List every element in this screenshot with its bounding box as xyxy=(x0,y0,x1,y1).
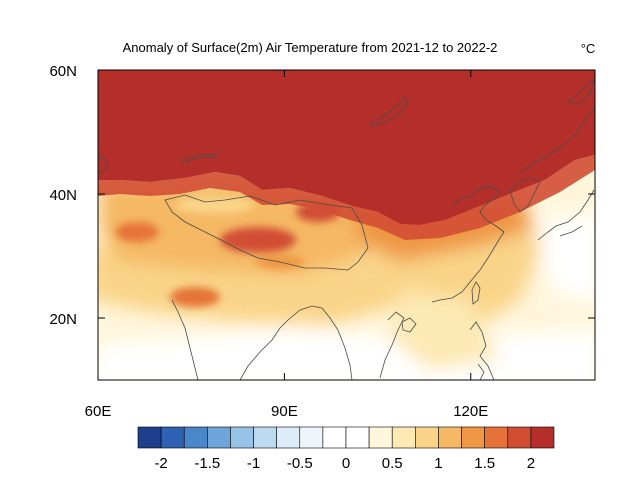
coastlines xyxy=(98,78,595,380)
colorbar-box xyxy=(276,426,301,449)
colorbar-label: -0.5 xyxy=(287,455,313,472)
colorbar-box xyxy=(253,426,277,449)
colorbar-box xyxy=(207,426,231,449)
x-tick-label: 90E xyxy=(271,403,298,420)
colorbar-label: -1.5 xyxy=(194,455,220,472)
balkhash-lake xyxy=(181,153,220,163)
colorbar-box xyxy=(484,426,509,449)
plot-frame xyxy=(97,69,596,381)
colorbar-label: 0.5 xyxy=(382,455,403,472)
tarim-pale-spot xyxy=(175,196,255,214)
caspian-east-coast xyxy=(98,154,109,173)
colorbar-box xyxy=(137,426,162,449)
indochina-coast xyxy=(379,311,405,379)
colorbar-label: -2 xyxy=(154,455,167,472)
x-tick-label: 60E xyxy=(85,403,112,420)
sakhalin-coast xyxy=(567,78,595,105)
colorbar-label: 1.5 xyxy=(474,455,495,472)
tibet-hot-core-west xyxy=(220,227,296,253)
y-axis: 60N 40N 20N xyxy=(49,63,595,328)
north-india-hot-core xyxy=(170,287,220,307)
colorbar: -2 -1.5 -1 -0.5 0 0.5 1 1.5 2 xyxy=(137,426,555,472)
colorbar-label: 0 xyxy=(342,455,350,472)
colorbar-box xyxy=(438,426,462,449)
y-tick-label: 60N xyxy=(49,63,77,80)
colorbar-label: 2 xyxy=(527,455,535,472)
colorbar-box xyxy=(183,426,208,449)
colorbar-label: -1 xyxy=(247,455,260,472)
colorbar-box xyxy=(299,426,324,449)
chart-title: Anomaly of Surface(2m) Air Temperature f… xyxy=(123,40,498,55)
indochina-pale xyxy=(390,290,500,370)
smooth-anomaly-patches xyxy=(98,180,595,380)
hainan-coast xyxy=(401,317,417,333)
colorbar-box xyxy=(391,426,416,449)
colorbar-box xyxy=(345,426,370,449)
baikal-lake xyxy=(369,96,408,127)
x-axis: 60E 90E 120E xyxy=(85,70,488,420)
y-tick-label: 40N xyxy=(49,187,77,204)
india-coast xyxy=(171,299,289,380)
japan-coast xyxy=(537,189,595,241)
colorbar-box xyxy=(322,426,347,449)
colorbar-box xyxy=(507,426,532,449)
plateau-contour xyxy=(164,194,369,271)
y-tick-label: 20N xyxy=(49,311,77,328)
colorbar-box xyxy=(230,426,254,449)
japan-sea-white xyxy=(540,215,595,300)
russia-far-east-coast xyxy=(519,107,595,173)
units-label: °C xyxy=(581,41,596,56)
bay-of-bengal-coast xyxy=(287,305,353,380)
north-hot-region xyxy=(98,70,595,225)
colorbar-label: 1 xyxy=(434,455,442,472)
colorbar-box xyxy=(415,426,439,449)
colorbar-box xyxy=(160,426,185,449)
iran-hot-core xyxy=(115,222,159,242)
colorbar-box xyxy=(530,426,555,449)
korea-coast xyxy=(509,177,541,213)
china-coast xyxy=(431,185,505,303)
x-tick-label: 120E xyxy=(453,403,488,420)
taiwan-coast xyxy=(471,281,481,305)
colorbar-box xyxy=(368,426,393,449)
philippines-coast xyxy=(469,321,495,380)
colorbar-box xyxy=(461,426,485,449)
north-edge-orange xyxy=(98,155,595,240)
map-field xyxy=(98,70,595,380)
